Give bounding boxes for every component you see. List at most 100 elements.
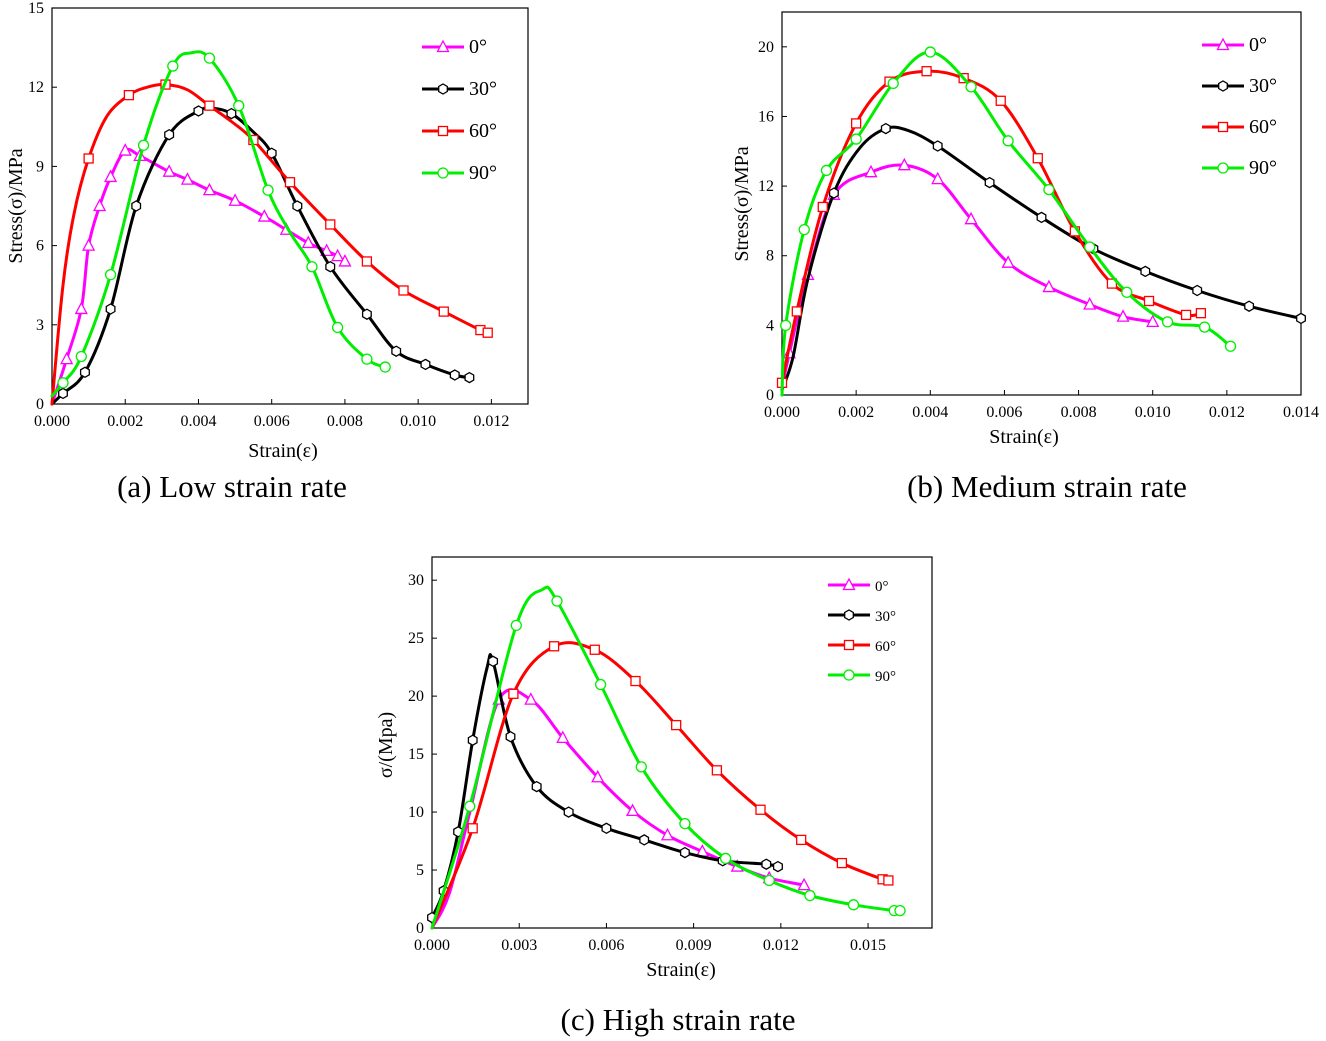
data-point-marker — [226, 107, 237, 120]
data-point-marker — [1195, 308, 1207, 319]
y-tick-label: 25 — [408, 630, 424, 647]
y-axis-title: Stress(σ)/MPa — [5, 148, 27, 263]
data-point-marker — [556, 730, 570, 744]
data-point-marker — [932, 140, 943, 152]
legend-marker — [436, 39, 450, 53]
series-line — [430, 585, 902, 930]
data-point-marker — [589, 644, 600, 655]
data-point-marker — [167, 60, 179, 72]
data-point-marker — [325, 219, 336, 230]
y-tick-label: 12 — [28, 79, 44, 96]
data-point-marker — [331, 248, 345, 262]
data-point-marker — [193, 105, 204, 117]
series-30-deg — [780, 122, 1306, 392]
data-point-marker — [301, 235, 315, 249]
data-point-marker — [1146, 314, 1160, 328]
data-point-marker — [467, 734, 478, 746]
data-point-marker — [1001, 255, 1015, 268]
data-point-marker — [679, 846, 690, 859]
data-point-marker — [639, 834, 650, 846]
data-point-marker — [601, 822, 612, 835]
chart-panel-medium-strain-rate: 0.000 0.002 0.004 0.006 0.008 0.010 0.012 0.014… — [731, 11, 1319, 448]
data-point-marker — [1043, 183, 1055, 196]
legend-label: 0° — [875, 579, 889, 595]
legend-item: 30° — [422, 78, 497, 100]
data-point-marker — [864, 164, 878, 178]
legend-label: 60° — [1249, 116, 1277, 138]
data-point-marker — [104, 169, 118, 183]
data-point-marker — [1224, 340, 1237, 352]
y-tick-label: 4 — [766, 317, 774, 334]
legend-marker — [1217, 121, 1229, 133]
y-tick-label: 0 — [766, 387, 774, 404]
data-point-marker — [123, 89, 135, 101]
data-point-marker — [233, 100, 245, 112]
y-tick-label: 0 — [416, 920, 424, 937]
data-point-marker — [761, 858, 772, 870]
series-line — [430, 653, 780, 920]
data-point-marker — [1140, 265, 1151, 278]
x-axis-title: Strain(ε) — [646, 959, 716, 981]
legend-item: 60° — [828, 639, 896, 655]
data-point-marker — [203, 52, 216, 64]
legend-item: 60° — [422, 120, 497, 142]
data-point-marker — [711, 765, 723, 776]
data-point-marker — [1036, 211, 1047, 224]
data-point-marker — [924, 46, 936, 58]
legend-item: 90° — [1202, 157, 1277, 179]
plot-frame — [51, 7, 529, 405]
plot-frame — [431, 556, 933, 929]
series-90-deg — [50, 50, 391, 398]
data-point-marker — [931, 171, 945, 185]
x-tick-label: 0.006 — [254, 413, 290, 430]
y-tick-label: 0 — [36, 396, 44, 413]
y-tick-label: 10 — [408, 804, 424, 821]
legend-marker — [842, 577, 856, 591]
data-point-marker — [82, 238, 96, 251]
x-tick-label: 0.002 — [838, 404, 874, 421]
data-point-marker — [894, 904, 906, 917]
legend-item: 0° — [1202, 34, 1267, 56]
legend-label: 90° — [1249, 157, 1277, 179]
data-point-marker — [964, 211, 978, 225]
data-point-marker — [984, 176, 995, 189]
data-point-marker — [1121, 286, 1133, 298]
data-point-marker — [1296, 312, 1306, 325]
legend-label: 0° — [1249, 34, 1267, 56]
legend-label: 60° — [469, 120, 497, 142]
data-point-marker — [1143, 295, 1155, 307]
series-line — [430, 688, 806, 930]
legend-marker — [438, 83, 448, 95]
data-point-marker — [828, 187, 839, 199]
data-point-marker — [137, 139, 150, 151]
x-tick-label: 0.006 — [986, 404, 1022, 421]
data-point-marker — [791, 306, 802, 317]
x-tick-label: 0.000 — [34, 413, 70, 430]
data-point-marker — [887, 77, 899, 90]
legend-item: 90° — [422, 162, 497, 184]
data-point-marker — [1116, 309, 1130, 322]
data-point-marker — [847, 899, 860, 911]
x-tick-label: 0.000 — [764, 404, 800, 421]
data-point-marker — [131, 200, 142, 212]
data-point-marker — [464, 800, 476, 812]
legend-item: 0° — [422, 36, 487, 58]
data-point-marker — [118, 143, 132, 156]
y-tick-label: 6 — [36, 238, 44, 255]
series-90-deg — [430, 585, 906, 930]
data-point-marker — [420, 358, 431, 371]
data-point-marker — [74, 301, 88, 315]
data-point-marker — [262, 184, 274, 196]
legend-marker — [1217, 162, 1229, 174]
legend-marker — [1218, 80, 1228, 92]
data-point-marker — [284, 177, 296, 188]
x-tick-label: 0.009 — [676, 937, 712, 954]
data-point-marker — [104, 268, 117, 281]
x-tick-label: 0.012 — [1209, 404, 1245, 421]
caption-low-strain-rate: (a) Low strain rate — [117, 469, 347, 504]
legend-item: 30° — [828, 609, 896, 625]
data-point-marker — [93, 198, 107, 212]
data-point-marker — [164, 128, 175, 141]
y-tick-label: 15 — [408, 746, 424, 763]
